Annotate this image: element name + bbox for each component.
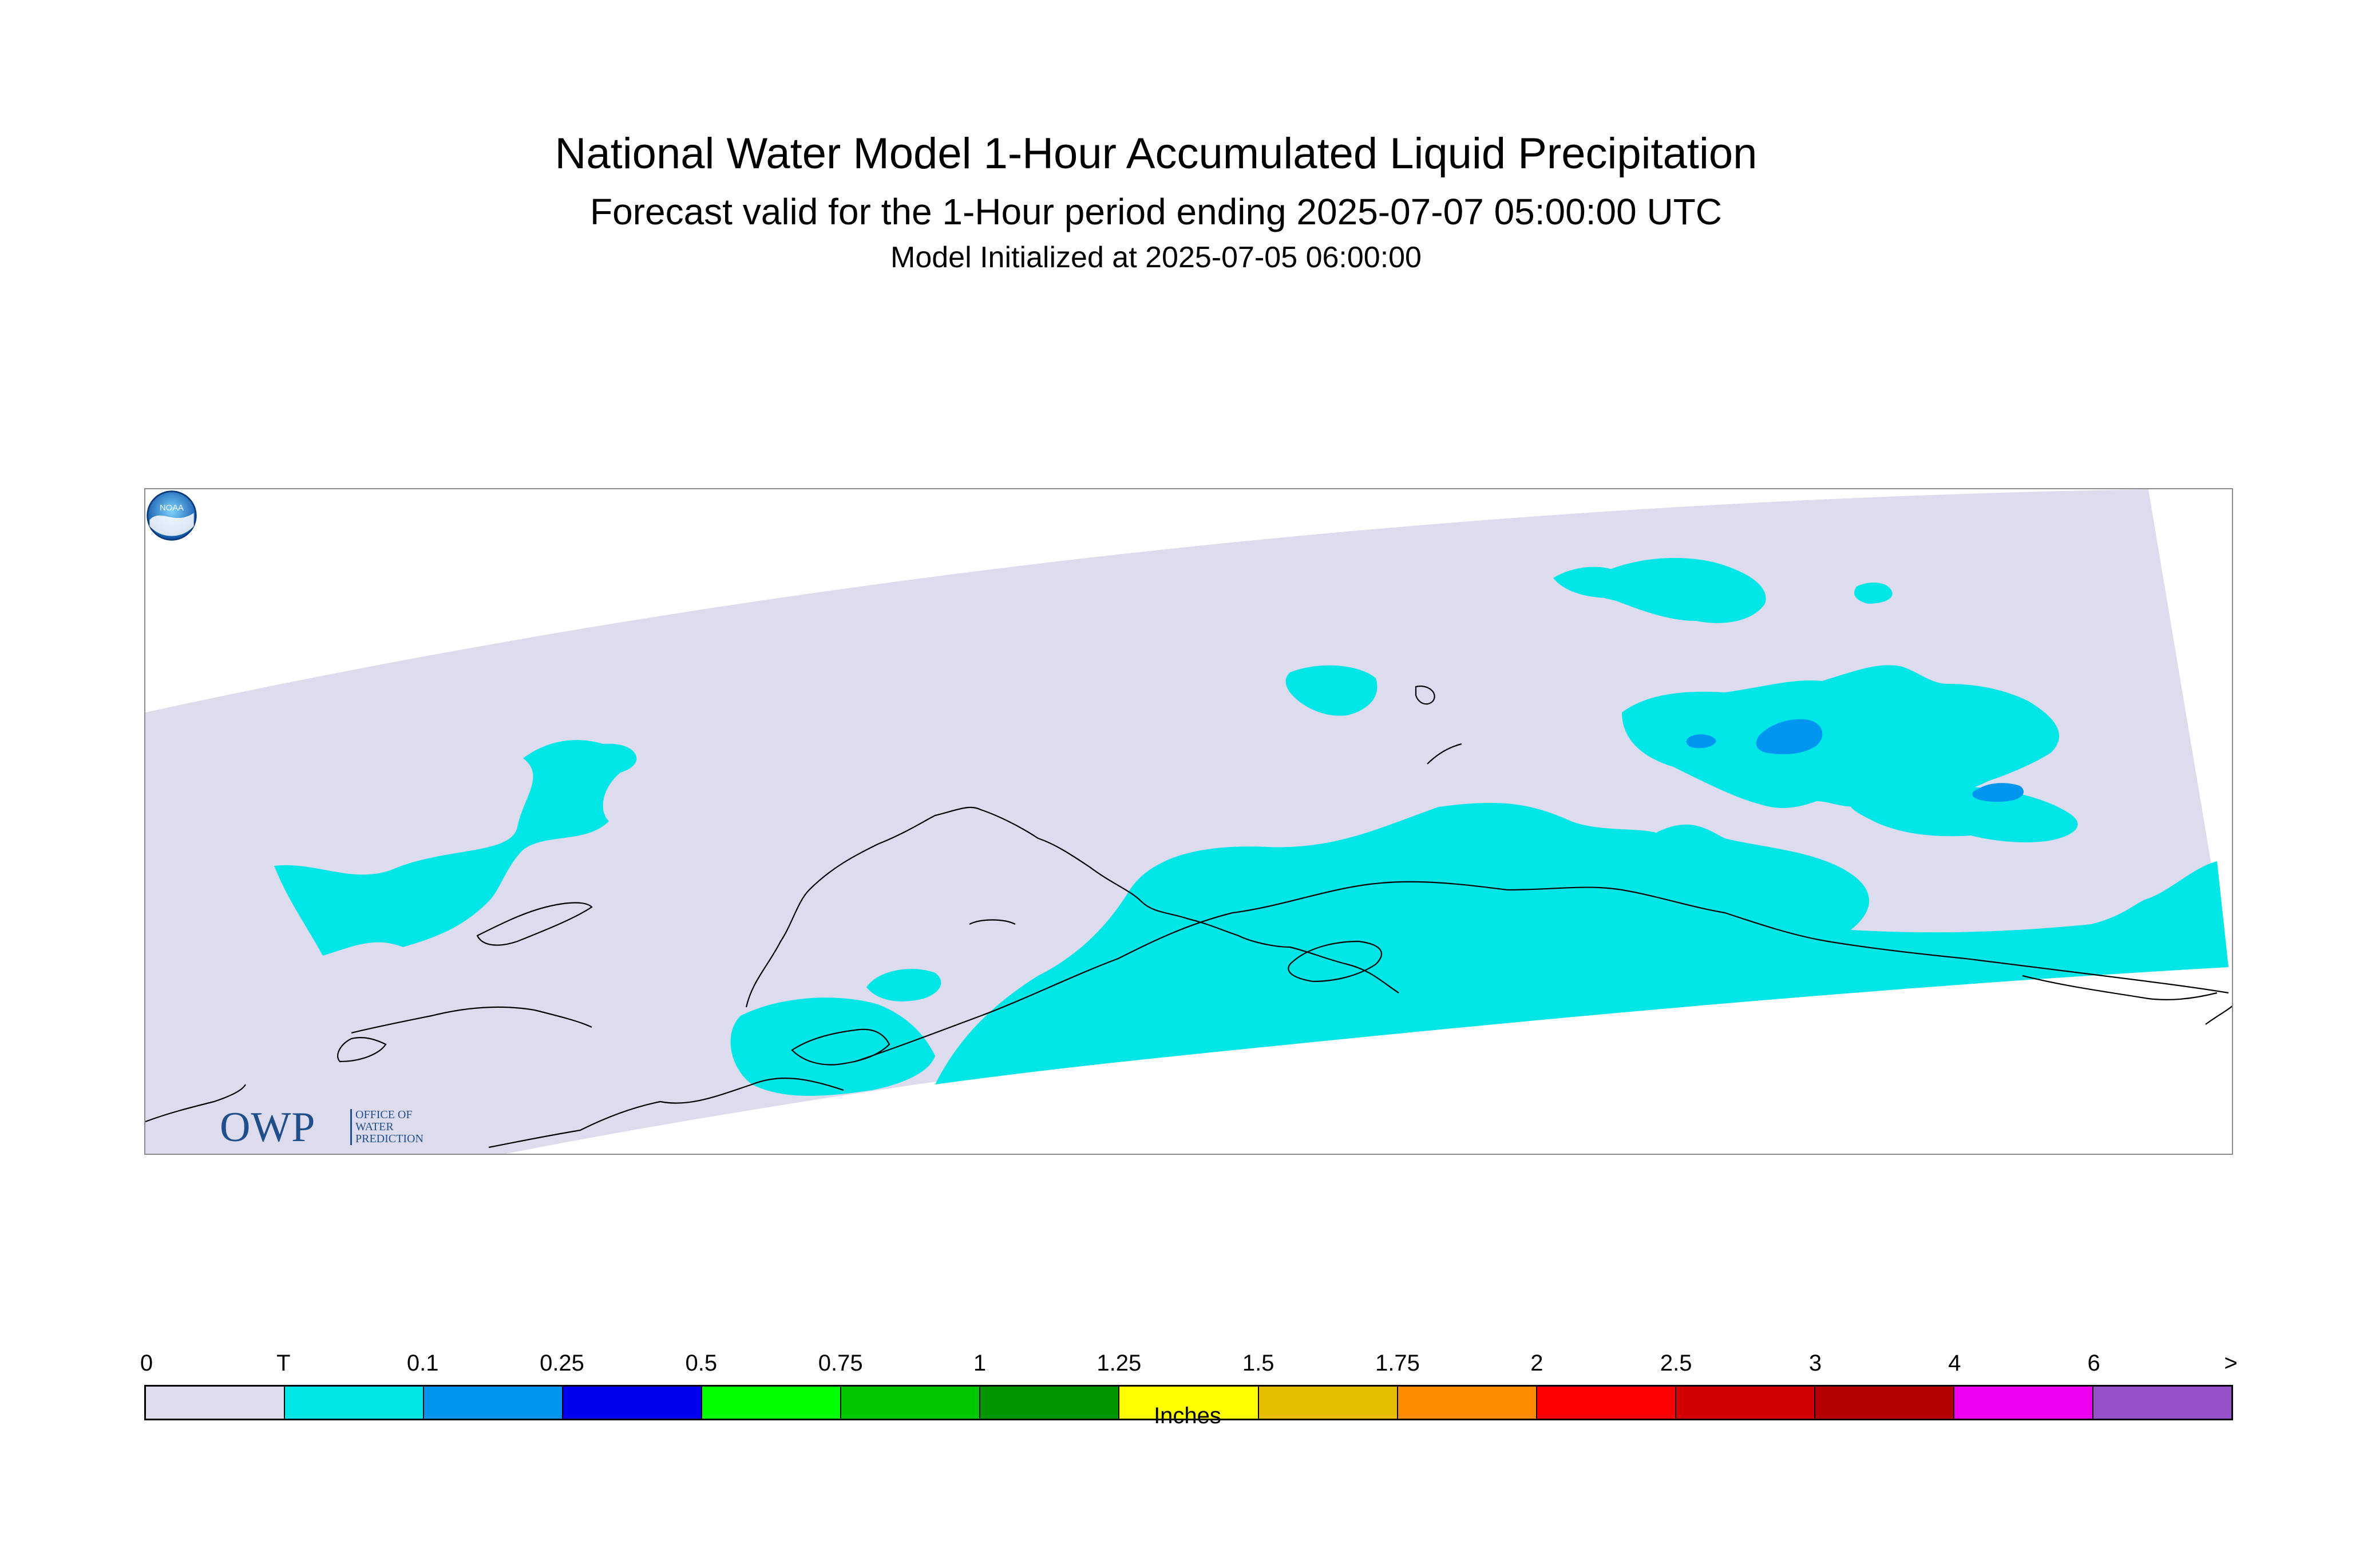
coastline-northwest-bay bbox=[476, 902, 593, 946]
legend-tick-label: 2 bbox=[1530, 1351, 1543, 1376]
owp-logo: OWP OFFICE OF WATER PREDICTION bbox=[220, 1104, 437, 1150]
coastline-mainland bbox=[745, 806, 1399, 1008]
legend-tick-label: 0.5 bbox=[685, 1351, 718, 1376]
legend-bin bbox=[1258, 1387, 1398, 1419]
legend-tick-label: 1.25 bbox=[1097, 1351, 1142, 1376]
coastline-north-island bbox=[1415, 685, 1435, 705]
coastline-islands-sw bbox=[791, 1028, 890, 1066]
legend-color-bar bbox=[144, 1385, 2233, 1420]
noaa-logo-label: NOAA bbox=[160, 504, 184, 513]
page-title: National Water Model 1-Hour Accumulated … bbox=[555, 129, 1758, 178]
coastline-east-shore bbox=[2022, 975, 2218, 1001]
owp-line-2: WATER bbox=[355, 1120, 394, 1133]
legend-units-label: Inches bbox=[1154, 1403, 1221, 1428]
legend-bin bbox=[1676, 1387, 1815, 1419]
forecast-valid-subtitle: Forecast valid for the 1-Hour period end… bbox=[589, 191, 1723, 232]
coastline-west-island bbox=[337, 1036, 387, 1063]
legend-tick-label: 1.75 bbox=[1375, 1351, 1420, 1376]
legend-tick-label: 0.75 bbox=[818, 1351, 863, 1376]
coastline-peninsula bbox=[854, 912, 1233, 1063]
legend-bin bbox=[563, 1387, 703, 1419]
legend-bin bbox=[285, 1387, 425, 1419]
legend-bin bbox=[702, 1387, 842, 1419]
legend-bin bbox=[146, 1387, 286, 1419]
light-blue-cores bbox=[1686, 719, 2024, 802]
noaa-logo-icon: NOAA bbox=[147, 490, 197, 541]
trace-precip-areas bbox=[274, 558, 2228, 1096]
model-init-line: Model Initialized at 2025-07-05 06:00:00 bbox=[890, 241, 1422, 274]
trace-area-east-lower bbox=[1849, 782, 2078, 842]
legend-tick-label: > bbox=[2224, 1351, 2238, 1376]
trace-area-far-northeast bbox=[1854, 583, 1893, 604]
legend-tick-label: T bbox=[276, 1351, 291, 1376]
legend-bin bbox=[1954, 1387, 2093, 1419]
legend-bin bbox=[980, 1387, 1120, 1419]
legend-tick-label: 2.5 bbox=[1660, 1351, 1692, 1376]
legend-tick-label: 1 bbox=[973, 1351, 987, 1376]
coastline-inland-lake bbox=[1288, 940, 1382, 983]
core-1 bbox=[1756, 719, 1823, 754]
owp-logo-text: OWP bbox=[220, 1104, 316, 1151]
trace-area-center-north bbox=[1285, 665, 1378, 716]
legend-tick-label: 4 bbox=[1948, 1351, 1961, 1376]
coastline-southwest bbox=[488, 1077, 844, 1149]
owp-line-1: OFFICE OF bbox=[355, 1108, 413, 1121]
legend-bin bbox=[424, 1387, 564, 1419]
legend-tick-label: 3 bbox=[1808, 1351, 1822, 1376]
trace-area-west bbox=[274, 740, 637, 956]
legend-bin bbox=[841, 1387, 981, 1419]
owp-line-3: PREDICTION bbox=[355, 1133, 423, 1145]
precip-map bbox=[145, 489, 2232, 1154]
coastline-gulf bbox=[1232, 881, 2229, 994]
map-panel: OWP OFFICE OF WATER PREDICTION NOAA bbox=[144, 488, 2233, 1155]
legend-bin bbox=[1815, 1387, 1954, 1419]
legend-bin bbox=[1398, 1387, 1537, 1419]
legend-tick-labels: 0 T 0.1 0.25 0.5 0.75 1 1.25 1.5 1.75 2 2.5 3 4 6 > bbox=[140, 1351, 2238, 1385]
trace-area-east-large bbox=[1622, 665, 2060, 808]
coastlines bbox=[145, 685, 2232, 1149]
legend-bin bbox=[2093, 1387, 2231, 1419]
legend-tick-label: 0.1 bbox=[406, 1351, 439, 1376]
core-3 bbox=[1972, 783, 2024, 802]
coastline-mid-lake bbox=[969, 919, 1016, 925]
core-2 bbox=[1686, 734, 1716, 749]
trace-area-south-central bbox=[730, 997, 935, 1096]
trace-area-main bbox=[935, 802, 2228, 1084]
legend-tick-label: 0 bbox=[140, 1351, 153, 1376]
coastline-northeast-inlet bbox=[1427, 743, 1462, 765]
coastline-far-east bbox=[2205, 1005, 2232, 1025]
legend-tick-label: 1.5 bbox=[1242, 1351, 1274, 1376]
owp-logo-subtext: OFFICE OF WATER PREDICTION bbox=[350, 1109, 423, 1145]
trace-area-northeast-oval bbox=[1584, 558, 1766, 623]
coastline-far-west bbox=[145, 1084, 246, 1123]
legend-bin bbox=[1537, 1387, 1676, 1419]
legend-tick-label: 6 bbox=[2087, 1351, 2100, 1376]
legend-bin bbox=[1119, 1387, 1259, 1419]
trace-area-small-lake bbox=[866, 969, 941, 1001]
coastline-west-shore bbox=[351, 1006, 592, 1034]
legend-tick-label: 0.25 bbox=[540, 1351, 584, 1376]
